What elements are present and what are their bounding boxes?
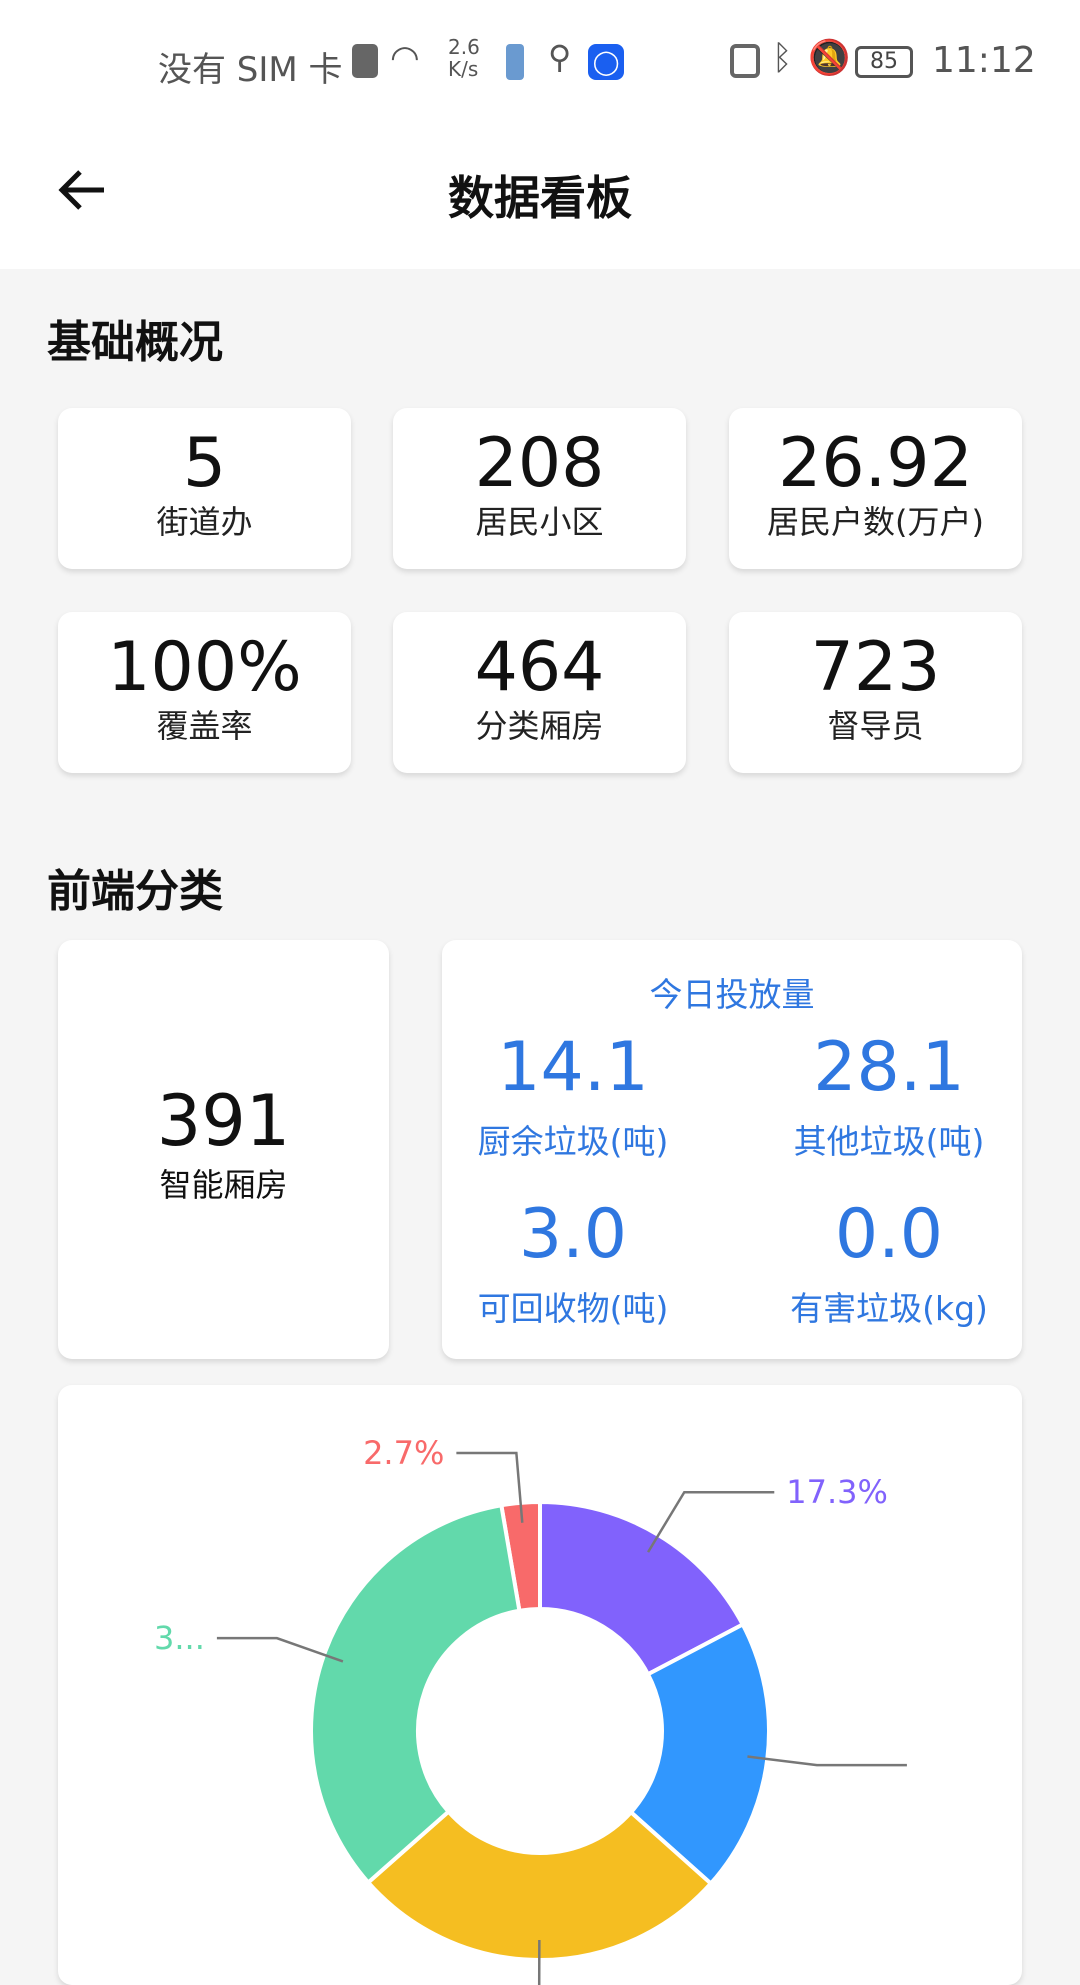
mute-bell-icon: 🔕 xyxy=(808,38,851,78)
nfc-icon xyxy=(730,44,760,78)
battery-icon: 85 xyxy=(855,46,913,78)
smart-room-value: 391 xyxy=(156,1080,291,1162)
page-title: 数据看板 xyxy=(448,171,632,225)
label-leader-line xyxy=(216,1636,344,1663)
hazardous-label: 有害垃圾(kg) xyxy=(790,1289,988,1328)
battery-saver-icon xyxy=(506,44,524,80)
stat-card: 208 居民小区 xyxy=(393,408,686,569)
slice-label: 17.3% xyxy=(786,1473,888,1511)
smart-room-card: 391 智能厢房 xyxy=(58,940,389,1359)
label-leader-line xyxy=(647,1490,775,1553)
carrier-text: 没有 SIM 卡 xyxy=(158,50,343,90)
bulb-icon: ◯ xyxy=(588,44,624,80)
section-title-basic: 基础概况 xyxy=(47,317,223,368)
slice-label: 2.7% xyxy=(363,1434,444,1472)
status-bar: 没有 SIM 卡 ◠ 2.6 K/s ⚲ ◯ ᛒ 🔕 85 11:12 xyxy=(0,0,1080,120)
chart-card: 2.7% 17.3% 3... xyxy=(58,1385,1022,1985)
app-header: 数据看板 xyxy=(0,110,1080,269)
stat-card: 100% 覆盖率 xyxy=(58,612,351,773)
section-title-front: 前端分类 xyxy=(47,866,223,917)
bluetooth-icon: ᛒ xyxy=(772,38,793,78)
wifi-icon: ◠ xyxy=(390,38,420,78)
stat-card: 723 督导员 xyxy=(729,612,1022,773)
label-leader-line xyxy=(456,1451,524,1523)
today-volume-card: 今日投放量 14.1 厨余垃圾(吨) 28.1 其他垃圾(吨) 3.0 可回收物… xyxy=(442,940,1022,1359)
donut-chart: 2.7% 17.3% 3... xyxy=(154,1434,907,1985)
donut-slice[interactable] xyxy=(309,1502,522,1886)
slice-label: 3... xyxy=(154,1619,205,1657)
stat-card: 26.92 居民户数(万户) xyxy=(729,408,1022,569)
recyclable-label: 可回收物(吨) xyxy=(477,1289,669,1328)
hazardous-value: 0.0 xyxy=(834,1195,944,1274)
stat-card: 5 街道办 xyxy=(58,408,351,569)
stat-card: 464 分类厢房 xyxy=(393,612,686,773)
smart-room-label: 智能厢房 xyxy=(159,1166,288,1204)
donut-slice[interactable] xyxy=(538,1499,746,1677)
food-waste-label: 厨余垃圾(吨) xyxy=(477,1122,669,1161)
back-arrow-icon[interactable] xyxy=(52,160,112,220)
net-speed: 2.6 K/s xyxy=(448,35,480,81)
other-waste-label: 其他垃圾(吨) xyxy=(793,1122,985,1161)
today-volume-title: 今日投放量 xyxy=(649,975,815,1014)
sim-alert-icon xyxy=(352,44,378,78)
clock: 11:12 xyxy=(932,40,1036,81)
other-waste-value: 28.1 xyxy=(813,1028,965,1107)
food-waste-value: 14.1 xyxy=(497,1028,649,1107)
donut-slice[interactable] xyxy=(628,1621,771,1887)
recyclable-value: 3.0 xyxy=(518,1195,628,1274)
label-leader-line xyxy=(747,1755,907,1767)
usb-icon: ⚲ xyxy=(548,38,572,76)
